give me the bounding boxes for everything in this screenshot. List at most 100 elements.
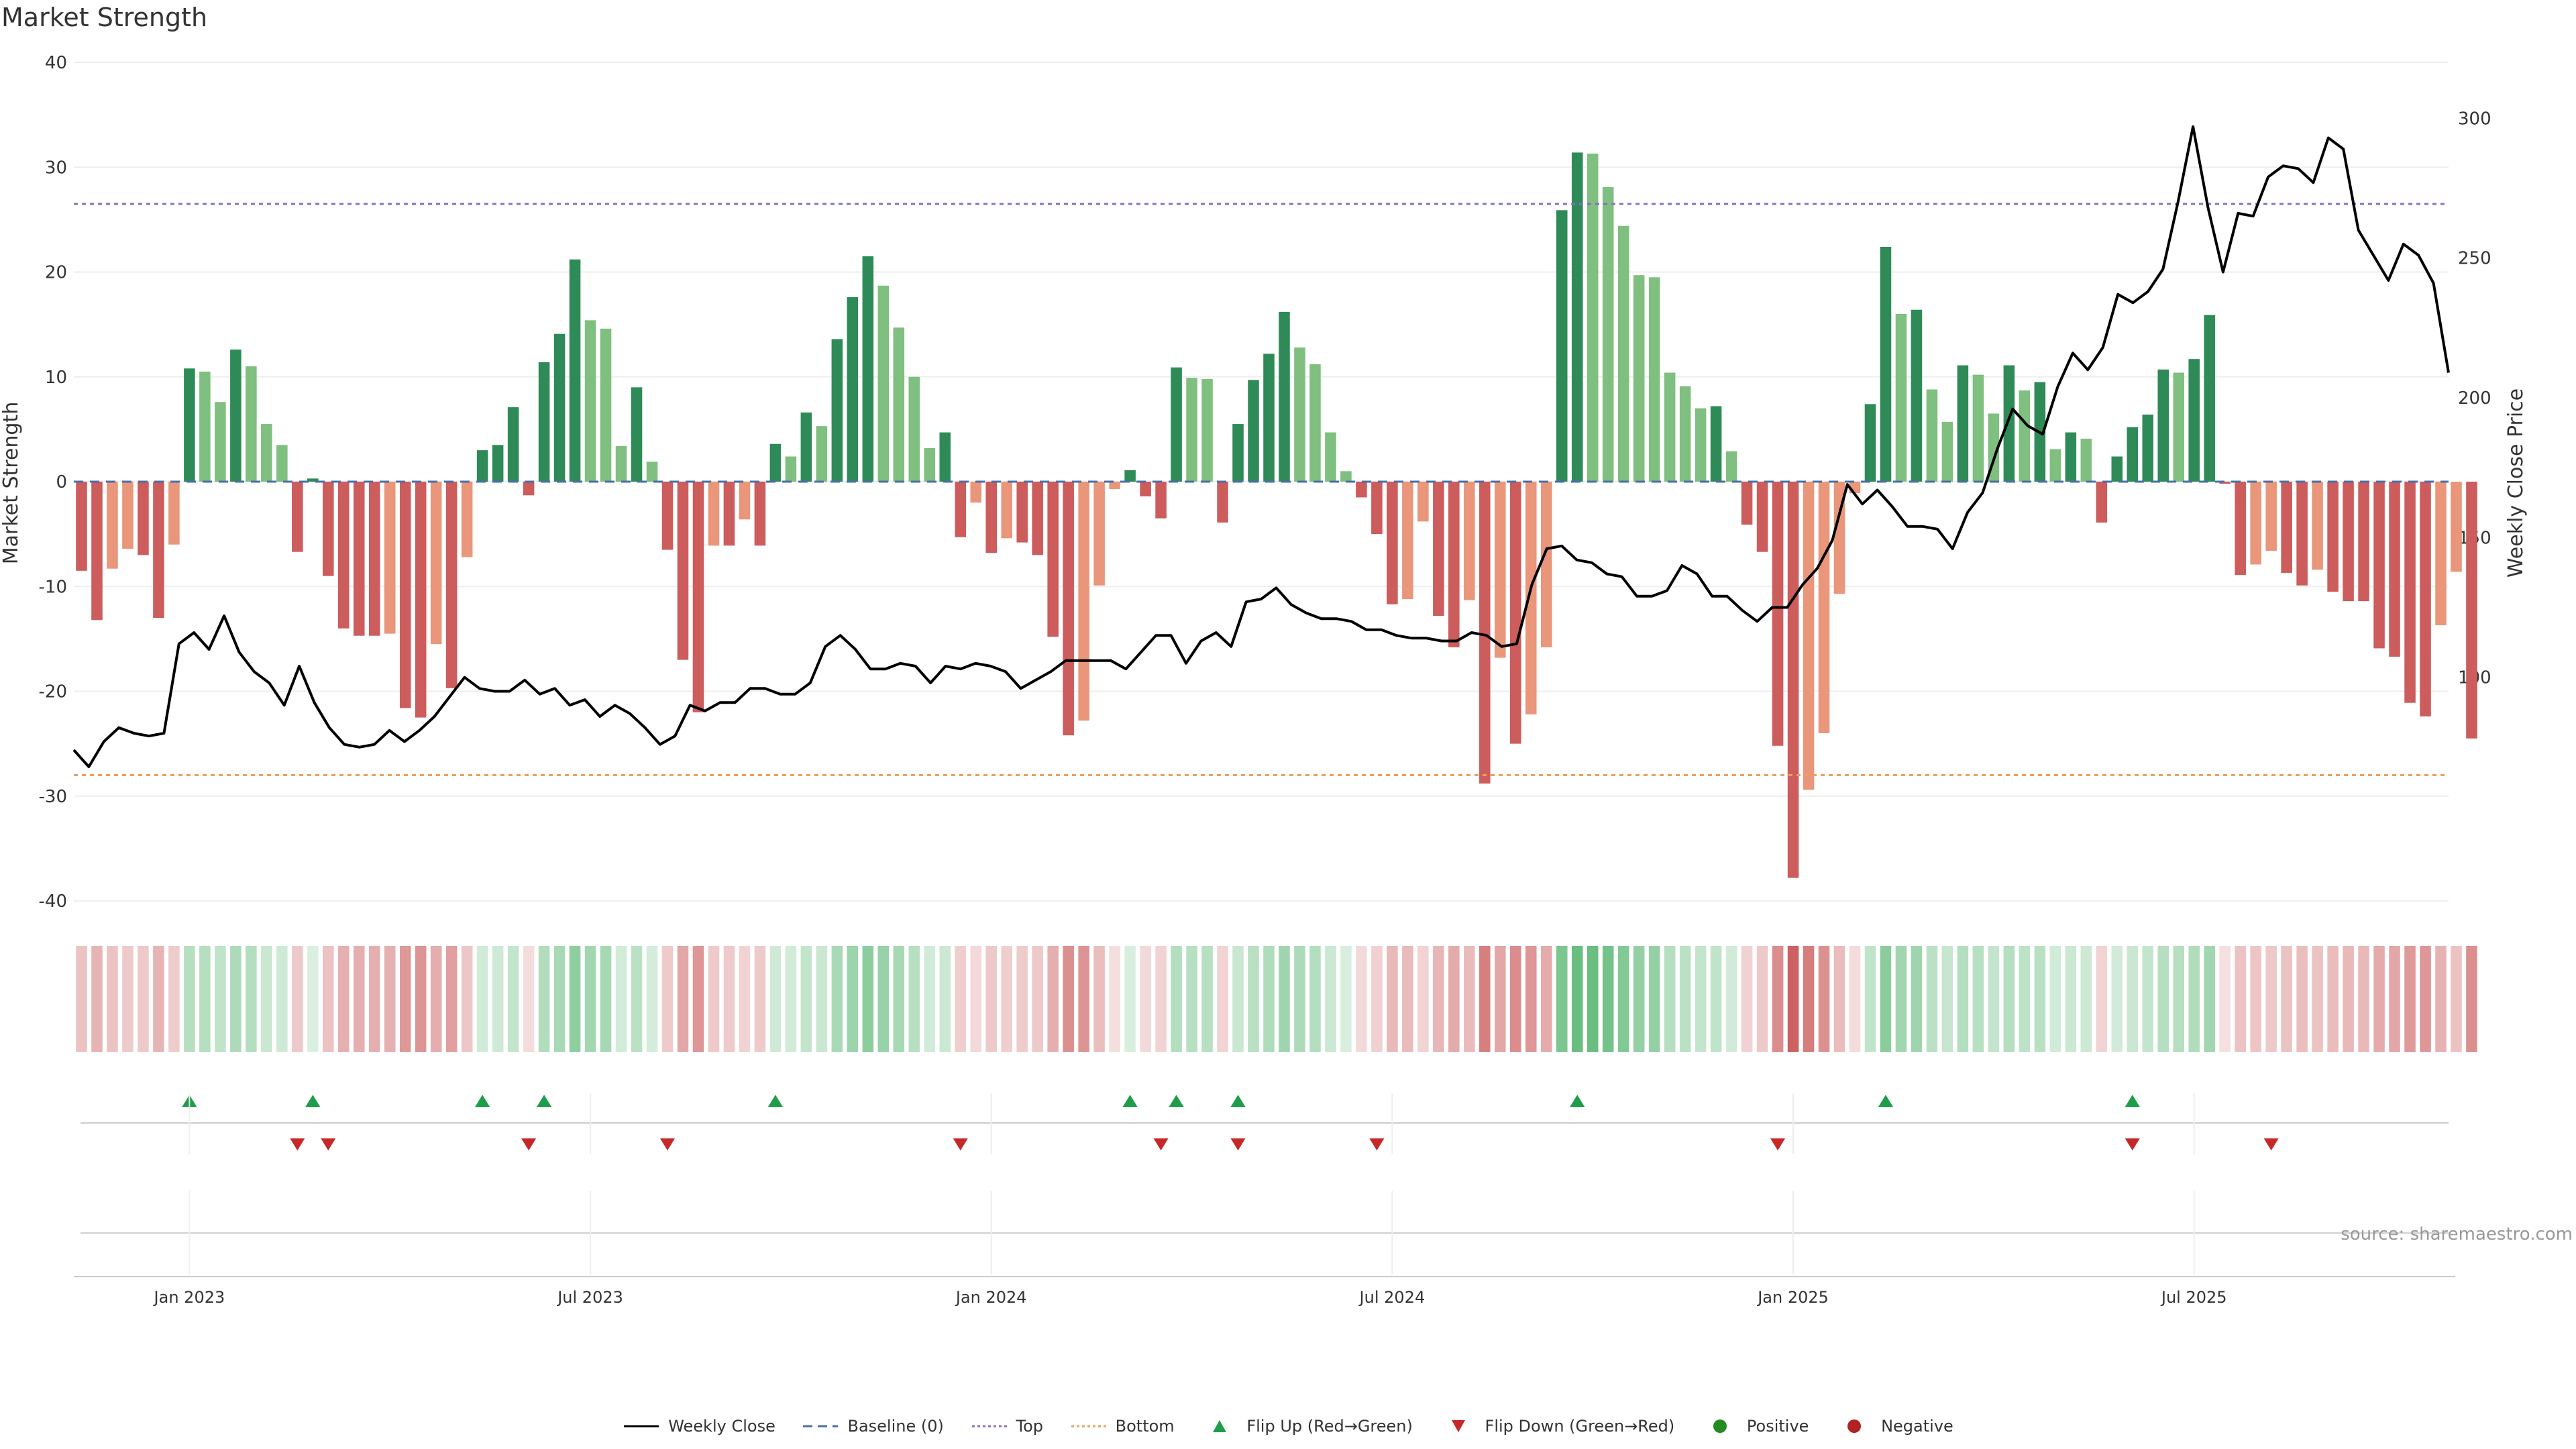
bar: [1772, 482, 1784, 746]
heat-cell: [1140, 946, 1151, 1052]
bar: [692, 482, 704, 712]
heat-cell: [246, 946, 257, 1052]
legend-label: Baseline (0): [847, 1417, 944, 1436]
heat-cell: [831, 946, 843, 1052]
bar: [1109, 482, 1120, 489]
heat-cell: [1741, 946, 1753, 1052]
bar: [2327, 482, 2339, 592]
bar: [1972, 374, 1984, 482]
heat-cell: [1633, 946, 1645, 1052]
bar: [1078, 482, 1089, 721]
bar: [1263, 354, 1275, 482]
bar: [723, 482, 735, 546]
bar: [1201, 378, 1213, 482]
heat-cell: [1772, 946, 1784, 1052]
heat-cell: [1279, 946, 1290, 1052]
heat-cell: [76, 946, 87, 1052]
heat-cell: [1309, 946, 1321, 1052]
heat-cell: [2250, 946, 2261, 1052]
heat-cell: [2281, 946, 2292, 1052]
bar: [769, 443, 782, 482]
flip-down-marker: [1230, 1138, 1246, 1150]
heat-cell: [1725, 946, 1737, 1052]
bar: [199, 371, 211, 482]
y-tick-label-left: 30: [45, 158, 67, 178]
bar: [1864, 404, 1876, 482]
heat-cell: [955, 946, 967, 1052]
heat-cell: [1602, 946, 1614, 1052]
heat-cell: [492, 946, 504, 1052]
heat-cell: [2404, 946, 2416, 1052]
heat-cell: [862, 946, 874, 1052]
heat-cell: [153, 946, 164, 1052]
bar: [215, 402, 226, 482]
bar: [1093, 482, 1105, 586]
bar: [847, 297, 859, 482]
heat-cell: [2049, 946, 2061, 1052]
flip-down-marker: [1770, 1138, 1786, 1150]
heat-cell: [1648, 946, 1660, 1052]
heat-cell: [2265, 946, 2277, 1052]
bar: [1525, 482, 1537, 714]
heat-cell: [924, 946, 936, 1052]
bar: [708, 482, 720, 546]
y-tick-label-right: 200: [2458, 388, 2491, 409]
heat-cell: [184, 946, 195, 1052]
bar: [1340, 471, 1352, 482]
bar: [2296, 482, 2308, 586]
legend-item-positive: Positive: [1701, 1417, 1809, 1436]
bar: [261, 424, 272, 482]
heat-cell: [2142, 946, 2154, 1052]
bar: [1047, 482, 1059, 637]
heat-cell: [569, 946, 581, 1052]
bar: [1448, 482, 1460, 647]
line-swatch-icon: [624, 1425, 659, 1428]
heat-cell: [230, 946, 241, 1052]
heat-cell: [2420, 946, 2431, 1052]
bar: [1001, 482, 1012, 539]
triangle-up-icon: [1213, 1420, 1227, 1432]
x-tick-label: Jul 2024: [1358, 1288, 1426, 1307]
heat-cell: [1695, 946, 1707, 1052]
bar: [1294, 347, 1305, 482]
heat-cell: [107, 946, 118, 1052]
y-tick-label-left: -20: [39, 682, 67, 702]
bar: [138, 482, 149, 555]
heat-cell: [2235, 946, 2246, 1052]
bar: [2049, 449, 2061, 482]
flip-up-marker: [1230, 1095, 1246, 1107]
heat-cell: [461, 946, 473, 1052]
heat-cell: [2219, 946, 2231, 1052]
heat-cell: [769, 946, 782, 1052]
bar: [2281, 482, 2292, 573]
bar: [1140, 482, 1151, 496]
flip-up-marker: [537, 1095, 552, 1107]
bar: [1171, 367, 1182, 482]
legend-item-top: Top: [971, 1417, 1043, 1436]
heat-cell: [631, 946, 643, 1052]
flip-down-marker: [2125, 1138, 2140, 1150]
flip-up-marker: [1169, 1095, 1184, 1107]
heat-cell: [2389, 946, 2400, 1052]
bar: [1387, 482, 1398, 604]
heat-cell: [292, 946, 303, 1052]
heat-cell: [1710, 946, 1722, 1052]
circle-icon: [1713, 1419, 1727, 1433]
bar: [2389, 482, 2400, 657]
bar: [569, 259, 581, 482]
legend-item-flip-down: Flip Down (Green→Red): [1440, 1417, 1674, 1436]
bar: [985, 482, 998, 553]
bar: [430, 482, 442, 645]
heat-cell: [1540, 946, 1552, 1052]
strength-heat-strip: [76, 946, 2477, 1052]
legend-label: Bottom: [1115, 1417, 1175, 1436]
flip-down-marker: [321, 1138, 336, 1150]
heat-cell: [754, 946, 766, 1052]
heat-cell: [1849, 946, 1861, 1052]
heat-cell: [1911, 946, 1923, 1052]
bar: [1309, 364, 1321, 482]
heat-cell: [785, 946, 797, 1052]
heat-cell: [1587, 946, 1599, 1052]
heat-cell: [138, 946, 149, 1052]
heat-cell: [2173, 946, 2185, 1052]
